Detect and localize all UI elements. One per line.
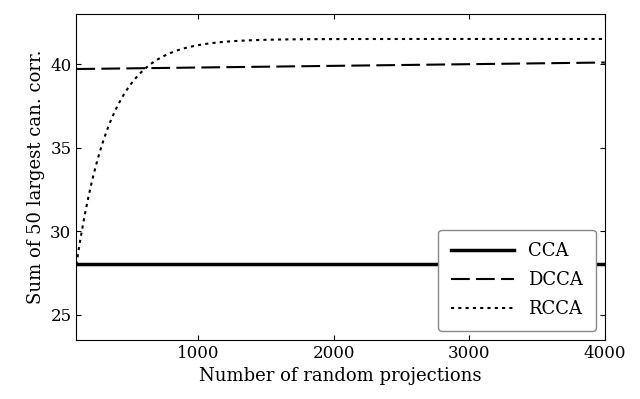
CCA bbox=[275, 262, 283, 267]
Legend: CCA, DCCA, RCCA: CCA, DCCA, RCCA bbox=[438, 230, 596, 331]
DCCA bbox=[72, 67, 80, 71]
RCCA bbox=[591, 37, 598, 41]
CCA bbox=[601, 262, 609, 267]
RCCA bbox=[164, 51, 172, 56]
CCA bbox=[298, 262, 306, 267]
Line: DCCA: DCCA bbox=[76, 63, 605, 69]
DCCA bbox=[275, 64, 283, 69]
Line: RCCA: RCCA bbox=[76, 39, 605, 265]
DCCA bbox=[591, 60, 598, 65]
RCCA bbox=[72, 262, 80, 267]
DCCA bbox=[534, 61, 541, 66]
Y-axis label: Sum of 50 largest can. corr.: Sum of 50 largest can. corr. bbox=[27, 49, 45, 304]
RCCA bbox=[132, 75, 140, 79]
DCCA bbox=[601, 60, 609, 65]
RCCA bbox=[534, 37, 541, 41]
RCCA bbox=[601, 37, 609, 41]
CCA bbox=[534, 262, 541, 267]
CCA bbox=[72, 262, 80, 267]
CCA bbox=[164, 262, 172, 267]
DCCA bbox=[132, 66, 140, 71]
X-axis label: Number of random projections: Number of random projections bbox=[199, 367, 482, 385]
DCCA bbox=[298, 64, 306, 69]
RCCA bbox=[275, 37, 283, 42]
CCA bbox=[132, 262, 140, 267]
DCCA bbox=[164, 65, 172, 70]
CCA bbox=[591, 262, 598, 267]
RCCA bbox=[298, 37, 306, 41]
